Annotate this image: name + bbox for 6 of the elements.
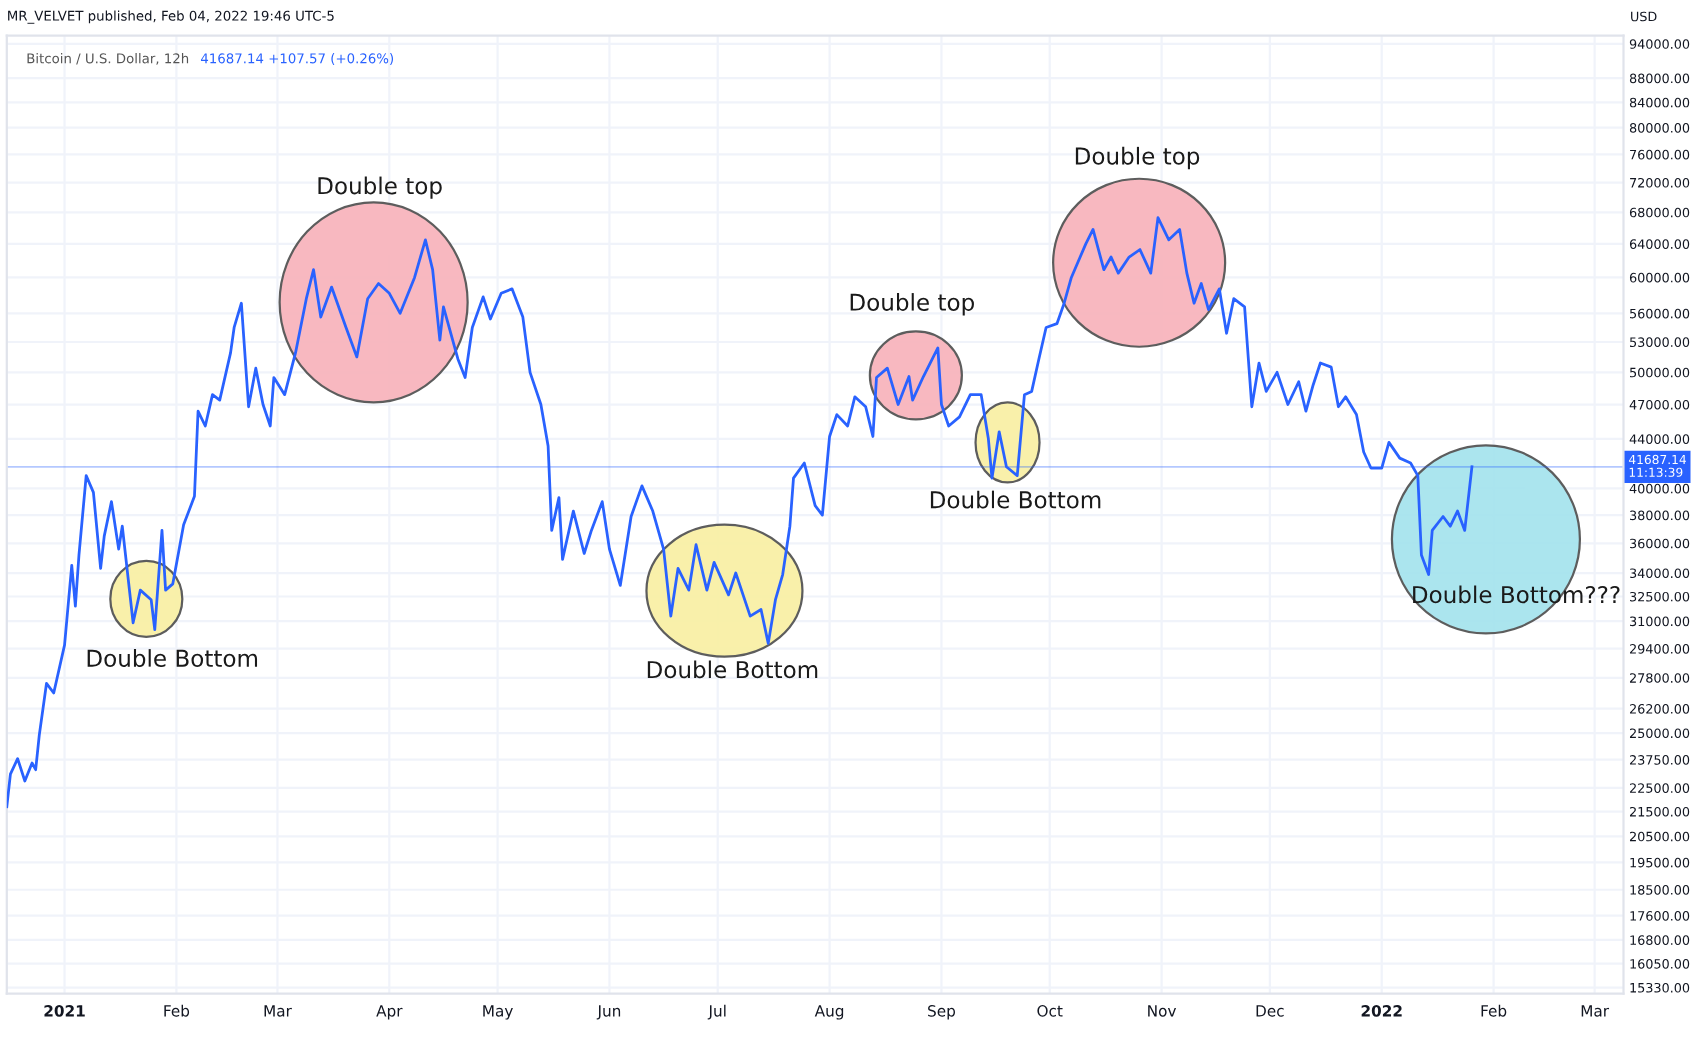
- annotation: Double top: [318, 176, 442, 199]
- annotation: Double Bottom: [930, 490, 1101, 509]
- annotation: Double Bottom: [87, 649, 258, 667]
- annotation: Double top: [850, 293, 974, 316]
- annotation: Double top: [1075, 146, 1200, 170]
- annotation: Double Bottom: [647, 660, 818, 679]
